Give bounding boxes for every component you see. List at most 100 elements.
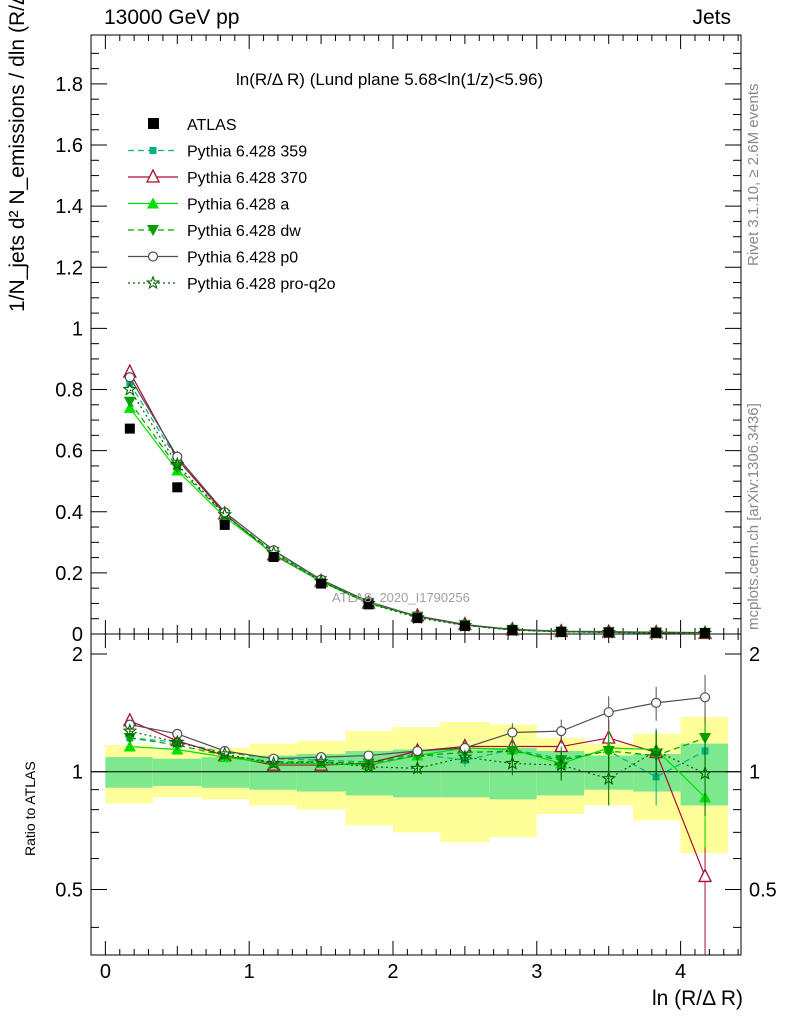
ratio-tick-label-right: 2 xyxy=(749,644,760,666)
pythia-6-428-p0-ratio-point xyxy=(603,707,614,718)
pythia-6-428-pro-q2o-ratio-point xyxy=(217,746,233,761)
y-tick-label: 0.2 xyxy=(55,563,83,585)
y-tick-label: 1 xyxy=(72,318,83,340)
atlas-point xyxy=(124,423,135,434)
pythia-6-428-pro-q2o-ratio-point xyxy=(457,749,473,764)
legend-label-pythia-6-428-a: Pythia 6.428 a xyxy=(187,197,289,214)
pythia-6-428-pro-q2o-ratio-point xyxy=(169,734,185,749)
pythia-6-428-370-ratio-point xyxy=(697,867,713,883)
atlas-point xyxy=(412,613,423,624)
y-axis-label: 1/N_jets d² N_emissions / dln (R/Δ R) dl… xyxy=(6,0,30,312)
x-tick-label: 1 xyxy=(244,961,255,983)
pythia-6-428-p0-ratio-point xyxy=(412,745,423,757)
ratio-tick-label-right: 1 xyxy=(749,762,760,784)
legend-label-pythia-6-428-dw: Pythia 6.428 dw xyxy=(187,223,301,240)
pythia-6-428-pro-q2o-point xyxy=(217,507,233,522)
y-tick-label: 1.8 xyxy=(55,74,83,96)
x-tick-label: 4 xyxy=(675,961,686,983)
green-band-bin xyxy=(105,757,153,788)
pythia-6-428-p0-ratio-point xyxy=(556,726,567,737)
green-band-bin xyxy=(633,754,681,792)
ratio-frame xyxy=(90,633,742,956)
legend: ATLAS Pythia 6.428 359 Pythia 6.428 370 Pyt… xyxy=(128,117,336,293)
legend-label-atlas: ATLAS xyxy=(187,117,237,134)
atlas-point xyxy=(268,551,279,562)
ratio-tick-label: 0.5 xyxy=(55,879,83,901)
chart-title: ln(R/Δ R) (Lund plane 5.68<ln(1/z)<5.96) xyxy=(236,70,544,89)
legend-label-pythia-6-428-p0: Pythia 6.428 p0 xyxy=(187,250,298,267)
x-tick-label: 0 xyxy=(100,961,111,983)
legend-marker-pythia-6-428-a xyxy=(147,197,159,209)
legend-marker-pythia-6-428-359 xyxy=(149,147,157,154)
green-band-bin xyxy=(152,758,202,786)
rivet-version-label: Rivet 3.1.10, ≥ 2.6M events xyxy=(745,83,762,267)
pythia-6-428-pro-q2o-ratio-point xyxy=(601,770,617,785)
tick-labels: 0 1 2 3 4 0 0.2 0.4 0.6 0.8 1 1.2 1.4 1.6 1.8 0.5 0.5 1 1 2… xyxy=(55,74,777,983)
pythia-6-428-dw-point xyxy=(123,396,136,408)
pythia-6-428-p0-ratio-point xyxy=(363,750,374,761)
atlas-point xyxy=(651,627,662,638)
pythia-6-428-pro-q2o-point xyxy=(122,381,138,396)
pythia-6-428-pro-q2o-ratio-point xyxy=(505,755,520,770)
uncertainty-bands xyxy=(105,717,729,853)
x-axis-label: ln (R/Δ R) xyxy=(651,987,743,1010)
legend-marker-pythia-6-428-370 xyxy=(145,168,161,183)
legend-label-pythia-6-428-359: Pythia 6.428 359 xyxy=(187,144,307,161)
header-process-label: 13000 GeV pp xyxy=(104,6,240,29)
pythia-6-428-p0-ratio-point xyxy=(507,727,518,738)
pythia-6-428-pro-q2o-ratio-point xyxy=(648,743,664,758)
y-tick-label: 0.8 xyxy=(55,380,83,402)
legend-label-pythia-6-428-pro-q2o: Pythia 6.428 pro-q2o xyxy=(187,276,336,293)
ratio-tick-label: 2 xyxy=(72,644,83,666)
atlas-point xyxy=(459,621,470,632)
pythia-6-428-a-ratio-point xyxy=(123,740,136,752)
mcplots-credit-label: mcplots.cern.ch [arXiv:1306.3436] xyxy=(745,403,762,630)
atlas-point xyxy=(556,626,567,637)
y-tick-label: 0.4 xyxy=(55,502,83,524)
legend-marker-pythia-6-428-p0 xyxy=(147,251,159,262)
atlas-point xyxy=(219,519,230,530)
legend-marker-pythia-6-428-dw xyxy=(147,225,159,236)
y-tick-label: 1.4 xyxy=(55,196,83,218)
legend-label-pythia-6-428-370: Pythia 6.428 370 xyxy=(187,170,307,187)
pythia-6-428-p0-ratio-point xyxy=(651,697,662,708)
y-axis-label-text: 1/N_jets d² N_emissions / dln (R/Δ R) dl… xyxy=(6,0,29,312)
pythia-6-428-pro-q2o-ratio-point xyxy=(122,723,138,738)
pythia-6-428-p0-ratio-point xyxy=(172,728,183,739)
green-band-bin xyxy=(489,748,537,800)
atlas-point xyxy=(316,578,327,589)
atlas-point xyxy=(363,599,374,610)
pythia-6-428-pro-q2o-point xyxy=(169,456,185,471)
pythia-6-428-dw-ratio-point xyxy=(699,732,712,744)
y-tick-label: 1.6 xyxy=(55,135,83,157)
pythia-6-428-dw-ratio-point xyxy=(506,745,519,757)
pythia-6-428-pro-q2o-ratio-point xyxy=(361,758,376,773)
pythia-6-428-p0-point xyxy=(124,372,135,383)
atlas-point xyxy=(172,482,183,493)
y-tick-label: 0 xyxy=(72,624,83,646)
ratio-tick-label-right: 0.5 xyxy=(749,879,777,901)
x-tick-label: 2 xyxy=(387,961,398,983)
y-tick-label: 1.2 xyxy=(55,257,83,279)
ratio-tick-label: 1 xyxy=(72,762,83,784)
legend-swatch-atlas xyxy=(148,118,159,129)
pythia-6-428-pro-q2o-ratio-point xyxy=(409,760,425,775)
pythia-6-428-pro-q2o-ratio-point xyxy=(266,755,281,770)
legend-marker-pythia-6-428-pro-q2o xyxy=(145,275,161,290)
ratio-y-axis-label: Ratio to ATLAS xyxy=(22,761,38,856)
atlas-point xyxy=(507,625,518,636)
pythia-6-428-dw-ratio-point xyxy=(602,745,615,757)
reference-layer xyxy=(124,423,711,639)
pythia-6-428-p0-ratio-point xyxy=(699,692,711,703)
atlas-point xyxy=(603,627,614,638)
header-observable-label: Jets xyxy=(692,6,731,29)
series-layer xyxy=(122,363,713,955)
analysis-watermark: ATLAS_2020_I1790256 xyxy=(332,590,470,605)
pythia-6-428-pro-q2o-ratio-point xyxy=(697,765,713,780)
green-band-bin xyxy=(201,757,250,788)
pythia-6-428-pro-q2o-ratio-point xyxy=(313,754,329,769)
y-tick-label: 0.6 xyxy=(55,441,83,463)
x-tick-label: 3 xyxy=(531,961,542,983)
pythia-6-428-pro-q2o-ratio-point xyxy=(553,757,569,772)
